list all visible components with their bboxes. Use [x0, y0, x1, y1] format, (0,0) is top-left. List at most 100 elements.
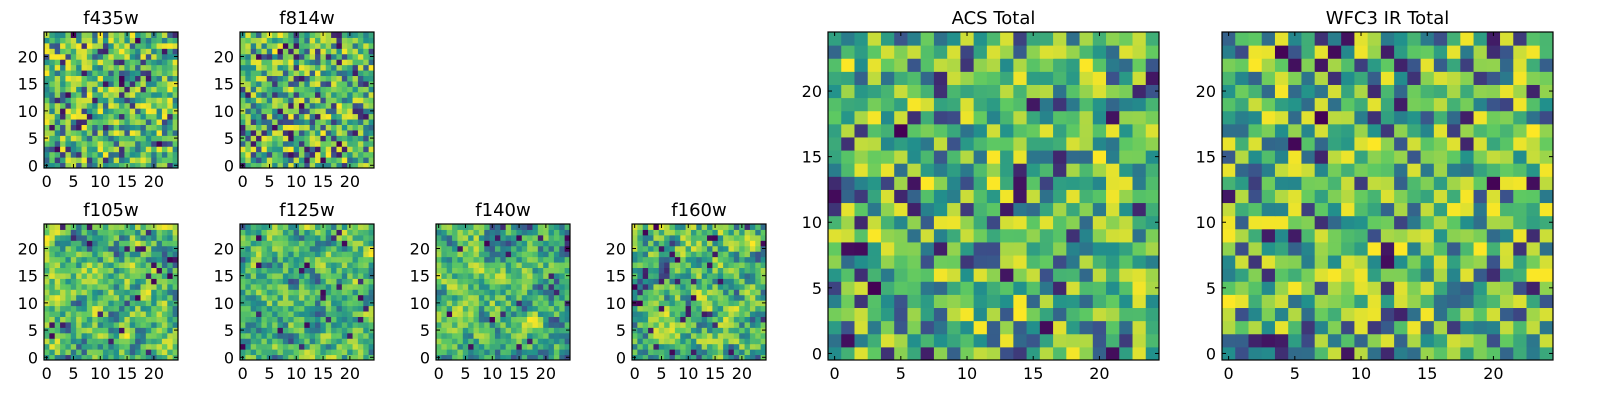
heatmap-cell — [680, 267, 687, 274]
heatmap-cell — [102, 245, 109, 252]
heatmap-cell — [696, 267, 703, 274]
heatmap-cell — [145, 294, 152, 301]
heatmap-cell — [739, 262, 746, 269]
heatmap-cell — [92, 289, 99, 296]
heatmap-cell — [1092, 320, 1107, 335]
heatmap-cell — [124, 300, 131, 307]
heatmap-cell — [363, 245, 370, 252]
heatmap-cell — [478, 229, 485, 236]
heatmap-cell — [973, 150, 988, 164]
heatmap-cell — [669, 251, 676, 258]
heatmap-cell — [151, 240, 158, 247]
heatmap-cell — [298, 294, 305, 301]
heatmap-cell — [352, 300, 359, 307]
heatmap-cell — [86, 262, 93, 269]
heatmap-cell — [102, 283, 109, 290]
heatmap-cell — [76, 349, 83, 356]
heatmap-cell — [521, 343, 528, 350]
heatmap-cell — [124, 338, 131, 345]
heatmap-cell — [739, 251, 746, 258]
heatmap-cell — [907, 123, 922, 138]
heatmap-cell — [559, 278, 566, 285]
heatmap-cell — [717, 316, 724, 323]
heatmap-cell — [894, 215, 908, 230]
heatmap-cell — [320, 80, 327, 87]
heatmap-cell — [1145, 32, 1160, 46]
heatmap-cell — [986, 228, 1001, 243]
y-tick-label: 5 — [28, 129, 38, 148]
heatmap-cell — [65, 278, 72, 285]
heatmap-cell — [1301, 163, 1316, 177]
heatmap-cell — [680, 316, 687, 323]
heatmap-cell — [113, 91, 120, 98]
heatmap-cell — [172, 343, 179, 350]
heatmap-cell — [161, 332, 168, 339]
heatmap-cell — [172, 102, 179, 109]
heatmap-cell — [256, 157, 262, 164]
heatmap-cell — [717, 272, 724, 279]
heatmap-cell — [341, 245, 348, 252]
heatmap-cell — [76, 311, 83, 317]
heatmap-cell — [1119, 215, 1134, 230]
heatmap-cell — [1079, 294, 1094, 309]
heatmap-cell — [315, 75, 321, 82]
heatmap-cell — [54, 124, 61, 131]
heatmap-cell — [1013, 307, 1028, 322]
heatmap-cell — [124, 80, 131, 87]
heatmap-cell — [156, 294, 163, 301]
heatmap-cell — [156, 119, 163, 125]
heatmap-cell — [1145, 241, 1160, 256]
heatmap-cell — [49, 262, 56, 269]
heatmap-cell — [489, 300, 496, 307]
heatmap-cell — [468, 229, 475, 236]
heatmap-cell — [97, 240, 104, 247]
heatmap-cell — [457, 327, 464, 334]
heatmap-cell — [245, 267, 252, 274]
heatmap-cell — [511, 321, 517, 328]
heatmap-cell — [161, 102, 168, 109]
heatmap-cell — [140, 70, 147, 77]
heatmap-cell — [744, 289, 751, 296]
heatmap-cell — [452, 349, 458, 356]
heatmap-cell — [108, 91, 115, 98]
heatmap-cell — [309, 321, 316, 328]
heatmap-cell — [749, 316, 756, 323]
heatmap-cell — [1486, 202, 1501, 217]
heatmap-cell — [717, 234, 724, 241]
heatmap-cell — [462, 262, 469, 269]
heatmap-cell — [1380, 320, 1395, 335]
heatmap-cell — [521, 316, 528, 323]
heatmap-cell — [309, 262, 316, 269]
heatmap-cell — [124, 42, 131, 49]
heatmap-cell — [664, 267, 671, 274]
heatmap-cell — [54, 234, 61, 241]
heatmap-cell — [1119, 84, 1134, 99]
heatmap-cell — [250, 240, 257, 247]
heatmap-cell — [320, 75, 327, 82]
heatmap-cell — [266, 75, 273, 82]
heatmap-cell — [156, 135, 163, 142]
heatmap-cell — [256, 327, 262, 334]
heatmap-cell — [1526, 189, 1541, 204]
heatmap-cell — [250, 272, 257, 279]
heatmap-cell — [102, 124, 109, 131]
heatmap-cell — [933, 307, 948, 322]
x-tick-label: 0 — [830, 364, 840, 383]
heatmap-cell — [947, 346, 961, 361]
heatmap-cell — [632, 338, 638, 345]
heatmap-cell — [92, 37, 99, 44]
heatmap-cell — [494, 262, 501, 269]
heatmap-cell — [717, 300, 724, 307]
heatmap-cell — [1145, 307, 1160, 322]
heatmap-cell — [1314, 320, 1329, 335]
heatmap-cell — [717, 245, 724, 252]
heatmap-cell — [516, 300, 523, 307]
heatmap-cell — [717, 338, 724, 345]
heatmap-cell — [1420, 333, 1435, 348]
heatmap-cell — [108, 70, 115, 77]
heatmap-cell — [920, 123, 935, 138]
heatmap-cell — [129, 119, 136, 125]
heatmap-cell — [1288, 228, 1302, 243]
heatmap-cell — [352, 256, 359, 263]
heatmap-cell — [140, 343, 147, 350]
